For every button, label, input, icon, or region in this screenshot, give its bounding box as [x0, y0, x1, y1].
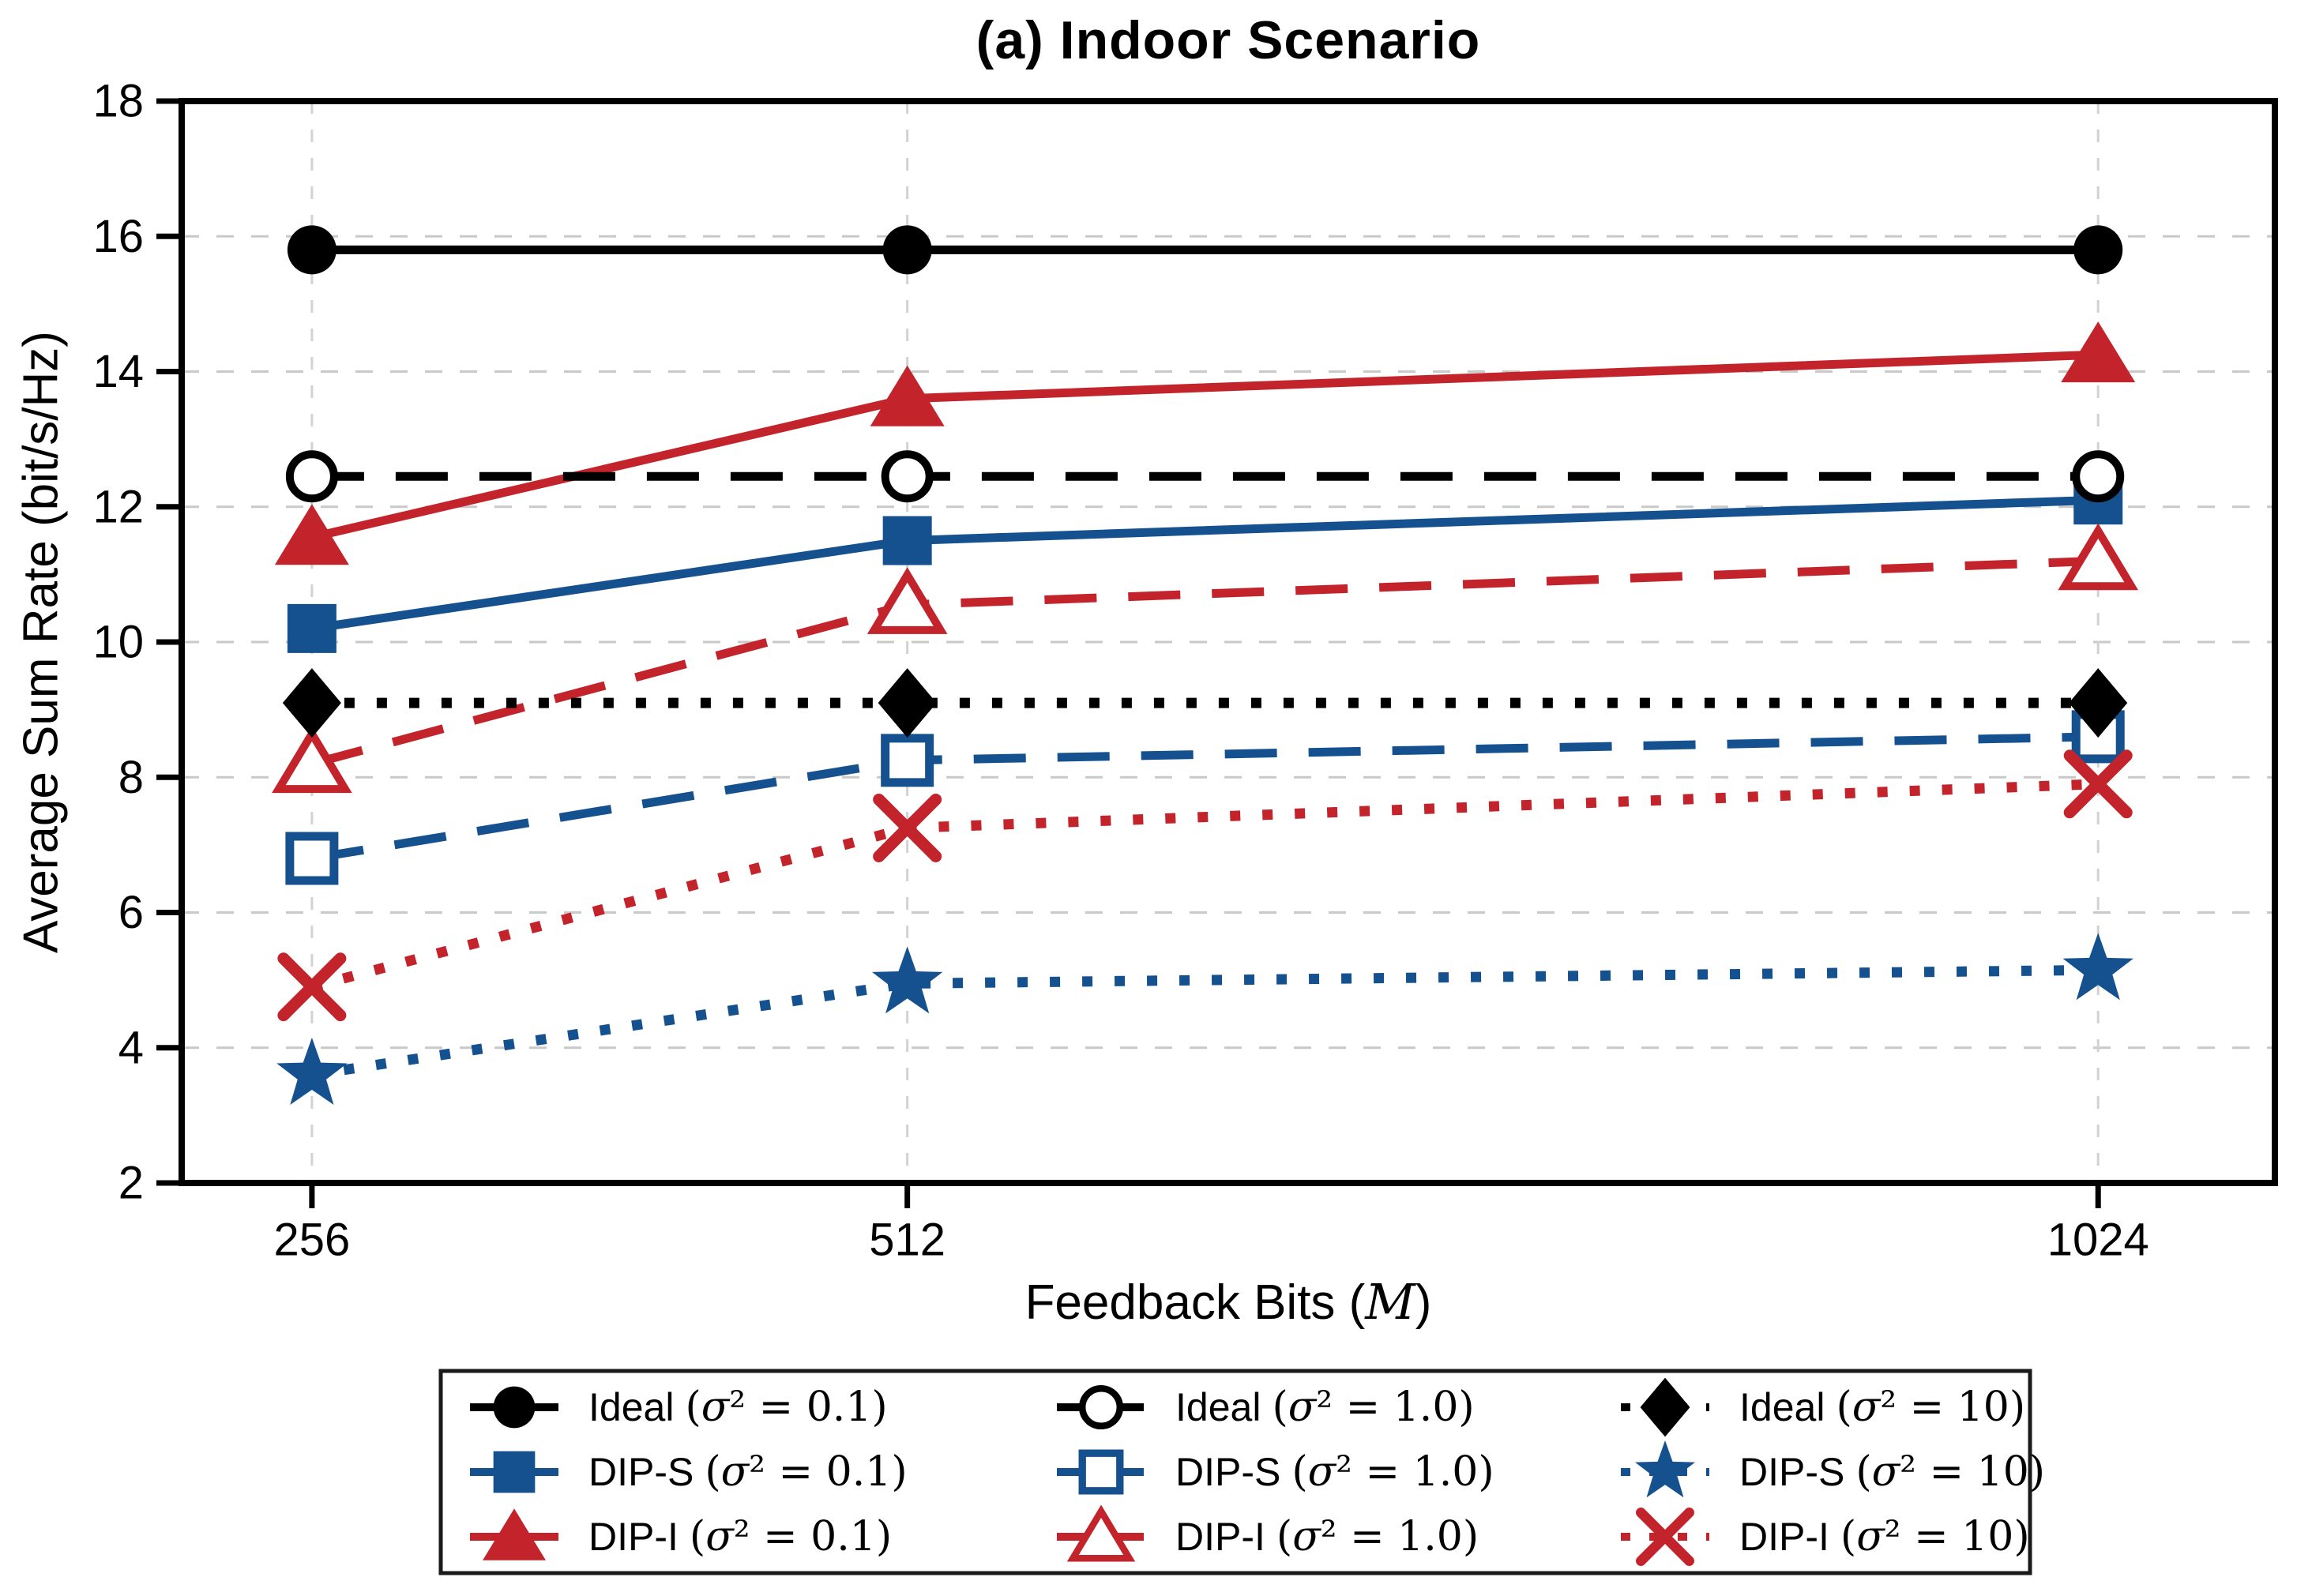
legend-label: DIP-S (σ² = 0.1): [588, 1448, 908, 1496]
marker-triangle-open: [867, 567, 948, 634]
y-tick-label: 14: [92, 346, 144, 397]
series-dip-i-2: [274, 321, 2136, 565]
plot-frame: 2 4 6 8 10 12 14 16 18 256 512 1024: [92, 76, 2278, 1266]
marker-triangle-open: [1066, 1504, 1136, 1562]
legend-entry-dip-s-1: DIP-S (σ² = 0.1): [470, 1448, 908, 1496]
series-ideal-3: [285, 450, 2125, 503]
marker-circle-open: [1078, 1384, 1124, 1430]
y-tick-label: 4: [118, 1022, 144, 1073]
y-tick-label: 8: [118, 752, 144, 803]
marker-x: [873, 793, 942, 862]
marker-diamond-filled: [2069, 668, 2128, 738]
series-dip-s-4: [285, 710, 2125, 885]
marker-circle-open: [881, 450, 934, 503]
marker-triangle-filled: [274, 504, 349, 565]
x-tick-label: 512: [869, 1215, 945, 1266]
marker-square-filled: [287, 603, 336, 653]
legend-label: DIP-S (σ² = 1.0): [1175, 1448, 1494, 1496]
series-line: [311, 495, 2099, 633]
marker-star-filled: [2062, 933, 2133, 1001]
series-dip-i-8: [277, 749, 2133, 1022]
marker-diamond-filled: [282, 668, 341, 738]
marker-circle-open: [285, 450, 338, 503]
legend-entry-dip-i-2: DIP-I (σ² = 0.1): [470, 1508, 892, 1560]
marker-square-filled: [882, 516, 932, 565]
x-axis-label-suffix: ): [1415, 1275, 1432, 1330]
series-line: [311, 732, 2099, 863]
marker-square-open: [285, 832, 339, 885]
series-ideal-6: [282, 668, 2128, 738]
marker-triangle-filled: [2061, 321, 2136, 383]
marker-star-filled: [1635, 1440, 1695, 1498]
y-tick-label: 2: [118, 1158, 144, 1209]
y-tick-label: 18: [92, 76, 144, 127]
marker-star-filled: [276, 1038, 348, 1105]
series-dip-i-5: [272, 523, 2139, 794]
marker-circle-filled: [287, 225, 336, 275]
legend-label: DIP-I (σ² = 10): [1739, 1513, 2030, 1560]
marker-x: [1636, 1508, 1694, 1566]
series-group: [272, 225, 2139, 1105]
marker-circle-open: [2072, 450, 2125, 503]
marker-x: [2063, 749, 2133, 819]
legend-entry-ideal-0: Ideal (σ² = 0.1): [470, 1384, 888, 1431]
legend-entry-dip-i-5: DIP-I (σ² = 1.0): [1057, 1504, 1479, 1562]
legend-label: Ideal (σ² = 10): [1739, 1384, 2025, 1431]
x-tick-label: 1024: [2047, 1215, 2149, 1266]
marker-circle-filled: [882, 225, 932, 275]
marker-square-open: [1078, 1449, 1124, 1495]
y-tick-label: 12: [92, 481, 144, 532]
marker-diamond-filled: [878, 668, 937, 738]
grid-lines: [182, 101, 2275, 1183]
x-axis-label-prefix: Feedback Bits (: [1024, 1275, 1366, 1330]
series-ideal-0: [287, 225, 2123, 275]
y-tick-label: 6: [118, 887, 144, 938]
legend: Ideal (σ² = 0.1) DIP-S (σ² = 0.1) DIP-I (σ² =…: [438, 1369, 2045, 1575]
marker-x: [277, 952, 347, 1022]
series-line: [310, 964, 2099, 1080]
marker-triangle-filled: [483, 1508, 546, 1560]
legend-entry-dip-s-7: DIP-S (σ² = 10): [1621, 1440, 2045, 1498]
x-axis-label: Feedback Bits (M): [182, 1273, 2275, 1331]
marker-star-filled: [871, 946, 943, 1014]
y-tick-label: 16: [92, 211, 144, 262]
series-dip-s-7: [276, 933, 2133, 1105]
legend-entry-dip-i-8: DIP-I (σ² = 10): [1621, 1508, 2030, 1566]
legend-label: Ideal (σ² = 0.1): [588, 1384, 888, 1431]
y-tick-label: 10: [92, 617, 144, 668]
chart-title: (a) Indoor Scenario: [976, 10, 1481, 70]
legend-label: DIP-I (σ² = 1.0): [1175, 1513, 1479, 1560]
legend-entry-dip-s-4: DIP-S (σ² = 1.0): [1057, 1448, 1494, 1496]
x-tick-label: 256: [273, 1215, 350, 1266]
marker-triangle-open: [2058, 523, 2139, 591]
series-dip-s-1: [287, 475, 2123, 653]
legend-label: DIP-I (σ² = 0.1): [588, 1513, 892, 1560]
marker-square-open: [881, 734, 934, 787]
marker-triangle-open: [272, 726, 352, 794]
marker-circle-filled: [2073, 225, 2123, 275]
legend-label: DIP-S (σ² = 10): [1739, 1448, 2045, 1496]
x-axis-label-variable: M: [1365, 1273, 1415, 1331]
legend-label: Ideal (σ² = 1.0): [1175, 1384, 1475, 1431]
marker-square-filled: [493, 1451, 536, 1493]
marker-circle-filled: [493, 1386, 536, 1429]
legend-entry-ideal-3: Ideal (σ² = 1.0): [1057, 1384, 1475, 1431]
legend-box: [438, 1369, 2032, 1575]
marker-triangle-filled: [870, 365, 945, 426]
